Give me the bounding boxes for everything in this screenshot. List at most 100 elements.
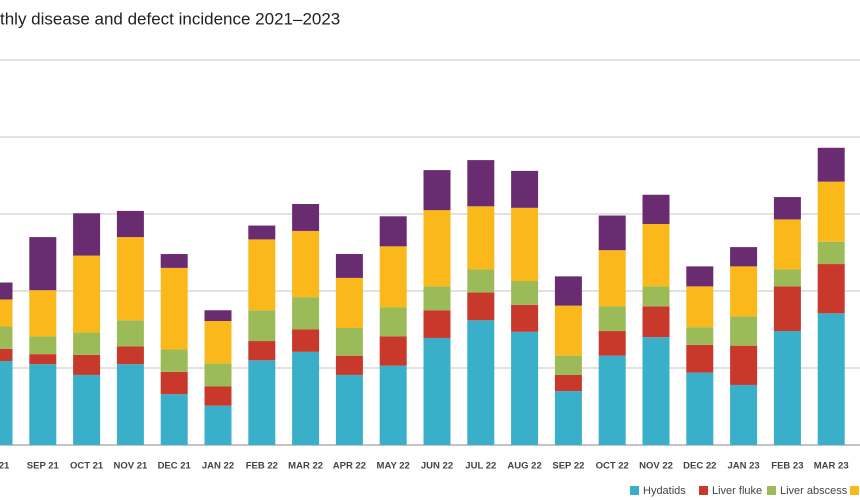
x-tick-label: DEC 21: [158, 461, 192, 472]
bar-segment: [773, 219, 801, 270]
bar-segment: [160, 254, 188, 268]
legend-label: Hydatids: [643, 485, 686, 497]
bar-segment: [642, 194, 670, 225]
bar-segment: [0, 299, 13, 327]
bar-segment: [511, 280, 539, 305]
bar-segment: [116, 346, 144, 365]
bar-segment: [598, 331, 626, 356]
bar-segment: [730, 384, 758, 445]
chart-title: thly disease and defect incidence 2021–2…: [0, 9, 340, 28]
bar-segment: [379, 246, 407, 308]
bar-segment: [160, 267, 188, 350]
bar-segment: [204, 405, 232, 445]
bar-segment: [379, 336, 407, 366]
bar-segment: [204, 363, 232, 387]
legend-swatch: [630, 486, 639, 495]
bar-segment: [686, 372, 714, 445]
x-tick-label: SEP 21: [27, 461, 60, 472]
bar-segment: [335, 374, 363, 445]
bar-segment: [335, 355, 363, 375]
x-tick-label: APR 22: [333, 461, 366, 472]
bar-segment: [554, 355, 582, 375]
bar-segment: [511, 207, 539, 281]
bar-segment: [204, 310, 232, 322]
x-tick-label: NOV 21: [114, 461, 149, 472]
bar-segment: [29, 364, 57, 445]
bar-segment: [598, 215, 626, 251]
legend-swatch: [850, 486, 859, 495]
bar-segment: [160, 371, 188, 395]
bar-segment: [817, 181, 845, 242]
bar-segment: [730, 247, 758, 267]
x-tick-label: G 21: [0, 461, 10, 472]
bar-segment: [160, 394, 188, 445]
x-tick-label: JAN 23: [727, 461, 759, 472]
bar-segment: [379, 216, 407, 247]
bar-segment: [204, 386, 232, 406]
x-tick-label: JUL 22: [465, 461, 496, 472]
bar-segment: [0, 282, 13, 300]
bar-segment: [292, 351, 320, 445]
bar-segment: [817, 264, 845, 314]
bar-segment: [379, 365, 407, 445]
bar-segment: [0, 361, 13, 445]
bar-segment: [773, 286, 801, 332]
bar-segment: [204, 321, 232, 364]
bar-segment: [773, 197, 801, 220]
bar-segment: [116, 320, 144, 347]
bar-segment: [73, 213, 101, 256]
bar-segment: [686, 266, 714, 287]
x-tick-label: JAN 22: [202, 461, 234, 472]
bar-segment: [160, 349, 188, 372]
bar-segment: [642, 337, 670, 445]
bar-segment: [598, 355, 626, 445]
x-tick-label: JUN 22: [421, 461, 453, 472]
legend-swatch: [699, 486, 708, 495]
bar-segment: [554, 391, 582, 445]
x-tick-label: OCT 21: [70, 461, 104, 472]
bar-segment: [817, 147, 845, 182]
bar-segment: [598, 250, 626, 307]
bar-segment: [248, 225, 276, 240]
bar-segment: [423, 310, 451, 338]
bar-segment: [773, 269, 801, 287]
bar-segment: [29, 354, 57, 365]
bar-segment: [292, 329, 320, 352]
bar-segment: [467, 292, 495, 321]
bar-segment: [467, 269, 495, 293]
bar-segment: [73, 255, 101, 333]
bar-segment: [248, 310, 276, 342]
bar-segment: [335, 254, 363, 278]
bar-segment: [292, 203, 320, 231]
bar-segment: [554, 276, 582, 306]
legend-swatch: [767, 486, 776, 495]
x-tick-label: MAR 22: [288, 461, 323, 472]
legend-label: Liver fluke: [712, 485, 762, 497]
bar-segment: [73, 332, 101, 355]
bar-segment: [686, 344, 714, 373]
bar-segment: [423, 337, 451, 445]
x-tick-label: AUG 22: [507, 461, 541, 472]
bar-segment: [29, 237, 57, 291]
bar-segment: [0, 348, 13, 362]
bar-segment: [730, 266, 758, 317]
bar-segment: [467, 160, 495, 207]
bar-segment: [379, 307, 407, 337]
bar-segment: [554, 374, 582, 392]
bar-segment: [423, 170, 451, 211]
bar-segment: [116, 364, 144, 445]
x-tick-label: NOV 22: [639, 461, 673, 472]
bar-segment: [335, 327, 363, 356]
legend-label: Liver abscess: [780, 485, 848, 497]
x-tick-label: MAR 23: [814, 461, 849, 472]
bar-segment: [292, 230, 320, 298]
bar-segment: [73, 354, 101, 375]
bar-segment: [248, 341, 276, 361]
bar-segment: [511, 331, 539, 445]
bar-segment: [0, 326, 13, 349]
bar-segment: [116, 237, 144, 321]
x-tick-label: OCT 22: [596, 461, 629, 472]
bar-segment: [335, 277, 363, 328]
bar-segment: [511, 170, 539, 208]
